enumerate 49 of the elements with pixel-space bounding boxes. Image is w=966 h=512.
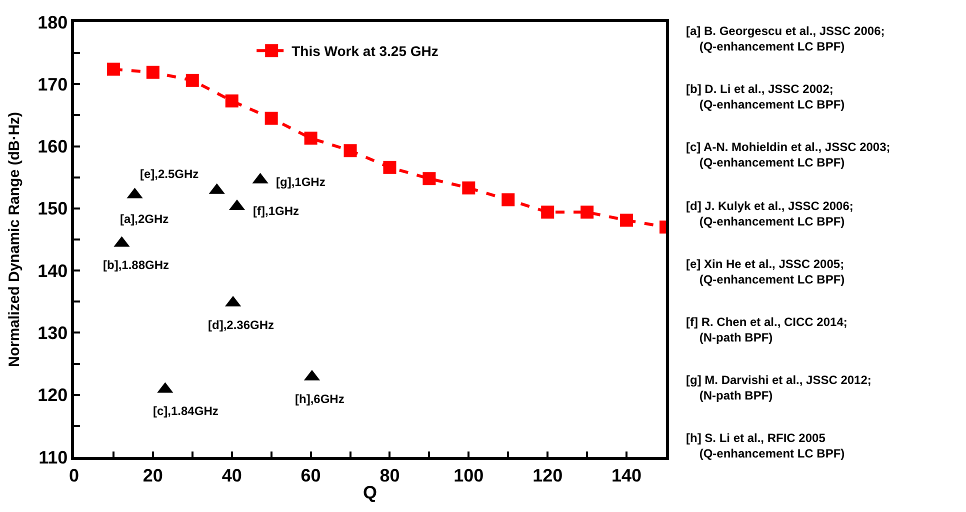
point (186, 74, 199, 87)
annotation: [c],1.84GHz (153, 404, 218, 418)
y-tick-label: 180 (38, 12, 68, 32)
text: [b] D. Li et al., JSSC 2002; (Q-enhancement LC BPF) (686, 82, 845, 112)
x-tick-label: 0 (68, 465, 80, 486)
x-tick-label: 100 (454, 465, 484, 486)
point (541, 206, 554, 219)
x-tick-label: 60 (300, 465, 321, 486)
y-tick-label: 140 (38, 260, 68, 281)
x-tick-label: 40 (222, 465, 242, 486)
point (502, 193, 515, 206)
point (422, 172, 436, 186)
x-tick-label: 140 (612, 465, 642, 486)
point (146, 66, 160, 79)
annotation: [g],1GHz (276, 175, 326, 189)
annotation: [f],1GHz (253, 204, 299, 218)
x-axis-title: Q (362, 482, 378, 502)
point (620, 214, 634, 227)
x-tick-label: 20 (142, 465, 163, 486)
text: [e] Xin He et al., JSSC 2005; (Q-enhancement LC BPF) (686, 257, 845, 287)
annotation: [h],6GHz (295, 392, 344, 406)
y-tick-label: 150 (38, 198, 68, 219)
x-tick-label: 120 (532, 465, 563, 486)
y-tick-label: 170 (38, 74, 68, 94)
point (225, 94, 238, 108)
point (580, 206, 594, 219)
text: [g] M. Darvishi et al., JSSC 2012; (N-path BPF) (686, 373, 872, 403)
y-tick-label: 110 (38, 447, 68, 468)
point (344, 144, 357, 158)
y-tick-label: 130 (38, 323, 68, 344)
text: [a] B. Georgescu et al., JSSC 2006; (Q-enhancement LC BPF) (686, 24, 885, 54)
point (383, 160, 396, 174)
text: [h] S. Li et al., RFIC 2005 (Q-enhancement LC BPF) (686, 431, 845, 461)
point (462, 181, 476, 194)
point (304, 132, 318, 145)
y-axis-title: Normalized Dynamic Range (dB·Hz) (6, 112, 23, 368)
x-tick-label: 80 (380, 465, 400, 486)
text: [d] J. Kulyk et al., JSSC 2006; (Q-enhancement LC BPF) (686, 199, 854, 229)
legend-label: This Work at 3.25 GHz (292, 43, 438, 60)
annotation: [d],2.36GHz (208, 318, 274, 332)
y-tick-label: 160 (38, 136, 68, 157)
annotation: [b],1.88GHz (103, 258, 170, 272)
text: [f] R. Chen et al., CICC 2014; (N-path BPF) (686, 315, 848, 345)
point (264, 112, 278, 125)
annotation: [a],2GHz (120, 212, 169, 226)
annotation: [e],2.5GHz (140, 167, 199, 181)
point (106, 62, 120, 76)
y-tick-label: 120 (38, 385, 68, 406)
text: [c] A-N. Mohieldin et al., JSSC 2003; (Q-enhancement LC BPF) (686, 140, 890, 170)
